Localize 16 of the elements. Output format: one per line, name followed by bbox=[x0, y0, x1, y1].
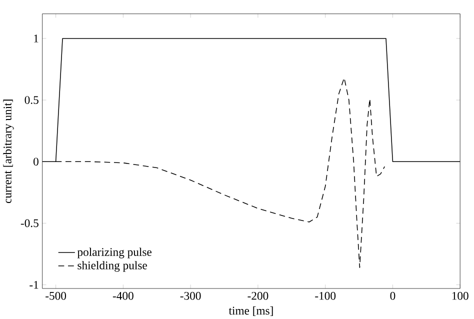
legend-label: polarizing pulse bbox=[77, 248, 152, 258]
x-tick-label: -100 bbox=[315, 292, 336, 300]
y-tick-label: -0.5 bbox=[20, 219, 38, 228]
x-tick-label: -400 bbox=[112, 292, 134, 300]
x-axis-title: time [ms] bbox=[228, 306, 273, 316]
y-axis-title: current [arbitrary unit] bbox=[3, 100, 14, 203]
y-tick-label: 0.5 bbox=[24, 96, 38, 104]
y-tick-label: 1 bbox=[34, 34, 38, 42]
x-tick-label: -500 bbox=[46, 292, 66, 300]
x-tick-label: -300 bbox=[180, 292, 201, 300]
legend-label: shielding pulse bbox=[78, 261, 147, 272]
y-tick-label: -1 bbox=[30, 280, 38, 288]
x-tick-label: 0 bbox=[390, 292, 396, 300]
x-tick-label: -200 bbox=[248, 292, 268, 300]
y-tick-label: 0 bbox=[34, 158, 38, 166]
x-tick-label: 100 bbox=[452, 292, 468, 300]
